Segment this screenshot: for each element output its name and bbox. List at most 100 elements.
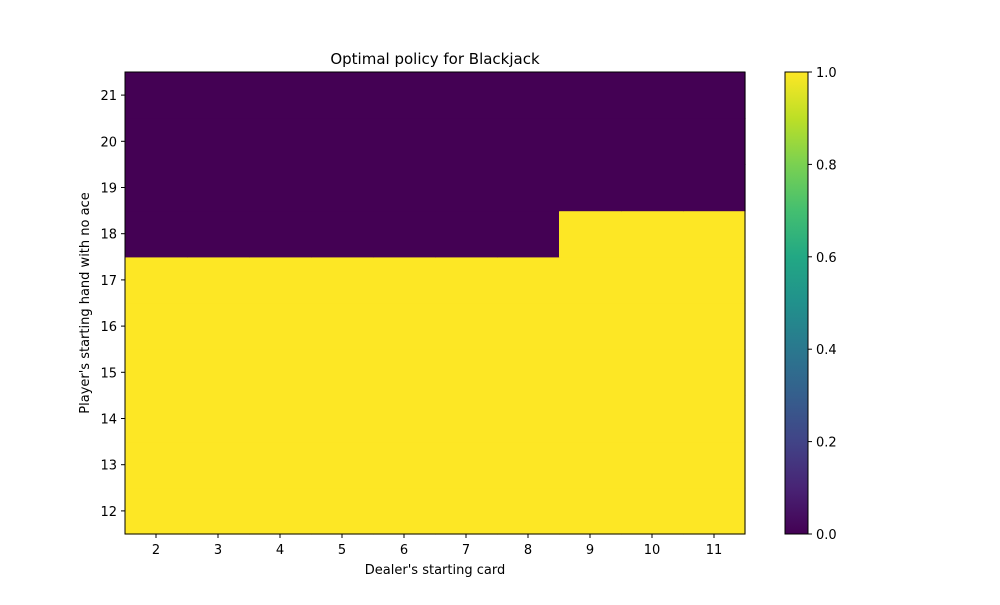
heatmap-cell [187, 441, 250, 489]
heatmap-cell [621, 118, 684, 165]
heatmap-cell [559, 210, 622, 258]
heatmap-cell [435, 256, 498, 304]
x-tick-label: 8 [524, 543, 532, 558]
heatmap-cell [621, 441, 684, 489]
colorbar-tick-label: 0.0 [816, 528, 837, 543]
heatmap-cell [187, 395, 250, 443]
heatmap-cell [249, 487, 312, 535]
heatmap-cell [559, 303, 622, 350]
x-axis-label: Dealer's starting card [365, 563, 505, 578]
colorbar-tick-label: 0.8 [816, 158, 837, 173]
heatmap-cell [125, 256, 188, 304]
heatmap-cell [683, 72, 746, 119]
y-axis-label: Player's starting hand with no ace [78, 192, 93, 413]
heatmap-cell [621, 487, 684, 535]
y-tick-label: 20 [100, 135, 117, 150]
heatmap-cell [311, 72, 374, 119]
heatmap-cell [187, 164, 250, 212]
heatmap-cell [125, 118, 188, 165]
heatmap-cell [559, 118, 622, 165]
heatmap-cell [683, 441, 746, 489]
x-tick-label: 6 [400, 543, 408, 558]
heatmap-cell [683, 256, 746, 304]
heatmap-cell [373, 395, 436, 443]
y-axis-ticks: 12 13 14 15 16 17 18 19 20 21 [100, 89, 125, 520]
heatmap-cell [497, 72, 560, 119]
heatmap-cell [435, 164, 498, 212]
heatmap-cell [311, 349, 374, 396]
heatmap-cell [311, 395, 374, 443]
heatmap-cell [249, 303, 312, 350]
heatmap-cell [373, 441, 436, 489]
heatmap-cell [497, 164, 560, 212]
x-tick-label: 10 [644, 543, 661, 558]
heatmap-cell [249, 72, 312, 119]
y-tick-label: 16 [100, 320, 117, 335]
heatmap-cell [125, 441, 188, 489]
heatmap-cell [125, 72, 188, 119]
heatmap-cell [187, 303, 250, 350]
colorbar-ticks: 0.0 0.2 0.4 0.6 0.8 1.0 [808, 66, 837, 543]
heatmap-cell [683, 349, 746, 396]
y-tick-label: 12 [100, 505, 117, 520]
x-tick-label: 3 [214, 543, 222, 558]
heatmap-cell [559, 349, 622, 396]
chart-title: Optimal policy for Blackjack [330, 50, 540, 68]
heatmap-cell [559, 395, 622, 443]
heatmap-cell [187, 256, 250, 304]
heatmap-cell [125, 487, 188, 535]
heatmap-cell [497, 487, 560, 535]
y-tick-label: 13 [100, 459, 117, 474]
heatmap-cell [559, 72, 622, 119]
y-tick-label: 17 [100, 274, 117, 289]
heatmap-cell [559, 164, 622, 212]
heatmap-cell [125, 210, 188, 258]
heatmap-cell [373, 349, 436, 396]
heatmap-cell [683, 164, 746, 212]
x-axis-ticks: 2 3 4 5 6 7 8 9 10 11 [152, 534, 722, 558]
heatmap-cell [497, 441, 560, 489]
heatmap-cell [435, 487, 498, 535]
heatmap-cell [249, 118, 312, 165]
heatmap-cell [559, 441, 622, 489]
colorbar-tick-label: 0.2 [816, 436, 837, 451]
heatmap-cell [435, 210, 498, 258]
heatmap-cell [249, 210, 312, 258]
x-tick-label: 9 [586, 543, 594, 558]
heatmap-cell [311, 487, 374, 535]
heatmap-cell [187, 210, 250, 258]
x-tick-label: 5 [338, 543, 346, 558]
x-tick-label: 7 [462, 543, 470, 558]
heatmap-cell [373, 72, 436, 119]
heatmap-cell [497, 303, 560, 350]
heatmap-cell [497, 395, 560, 443]
colorbar-tick-label: 0.6 [816, 251, 837, 266]
heatmap-cell [311, 118, 374, 165]
y-tick-label: 18 [100, 228, 117, 243]
heatmap-cell [187, 118, 250, 165]
y-tick-label: 14 [100, 413, 117, 428]
heatmap-cell [621, 164, 684, 212]
heatmap-cell [683, 395, 746, 443]
heatmap-cell [373, 487, 436, 535]
plot-frame [124, 71, 746, 535]
heatmap-cell [311, 303, 374, 350]
colorbar-tick-label: 1.0 [816, 66, 837, 81]
heatmap-cell [621, 256, 684, 304]
x-tick-label: 2 [152, 543, 160, 558]
heatmap-cell [125, 395, 188, 443]
heatmap-cell [125, 164, 188, 212]
colorbar [784, 71, 809, 535]
heatmap-cell [435, 303, 498, 350]
heatmap-cell [249, 164, 312, 212]
heatmap-cell [435, 72, 498, 119]
heatmap-cell [435, 441, 498, 489]
heatmap-cell [249, 349, 312, 396]
heatmap-cells [125, 72, 746, 535]
heatmap-cell [311, 441, 374, 489]
heatmap-cell [621, 303, 684, 350]
heatmap-cell [311, 256, 374, 304]
heatmap-cell [249, 441, 312, 489]
